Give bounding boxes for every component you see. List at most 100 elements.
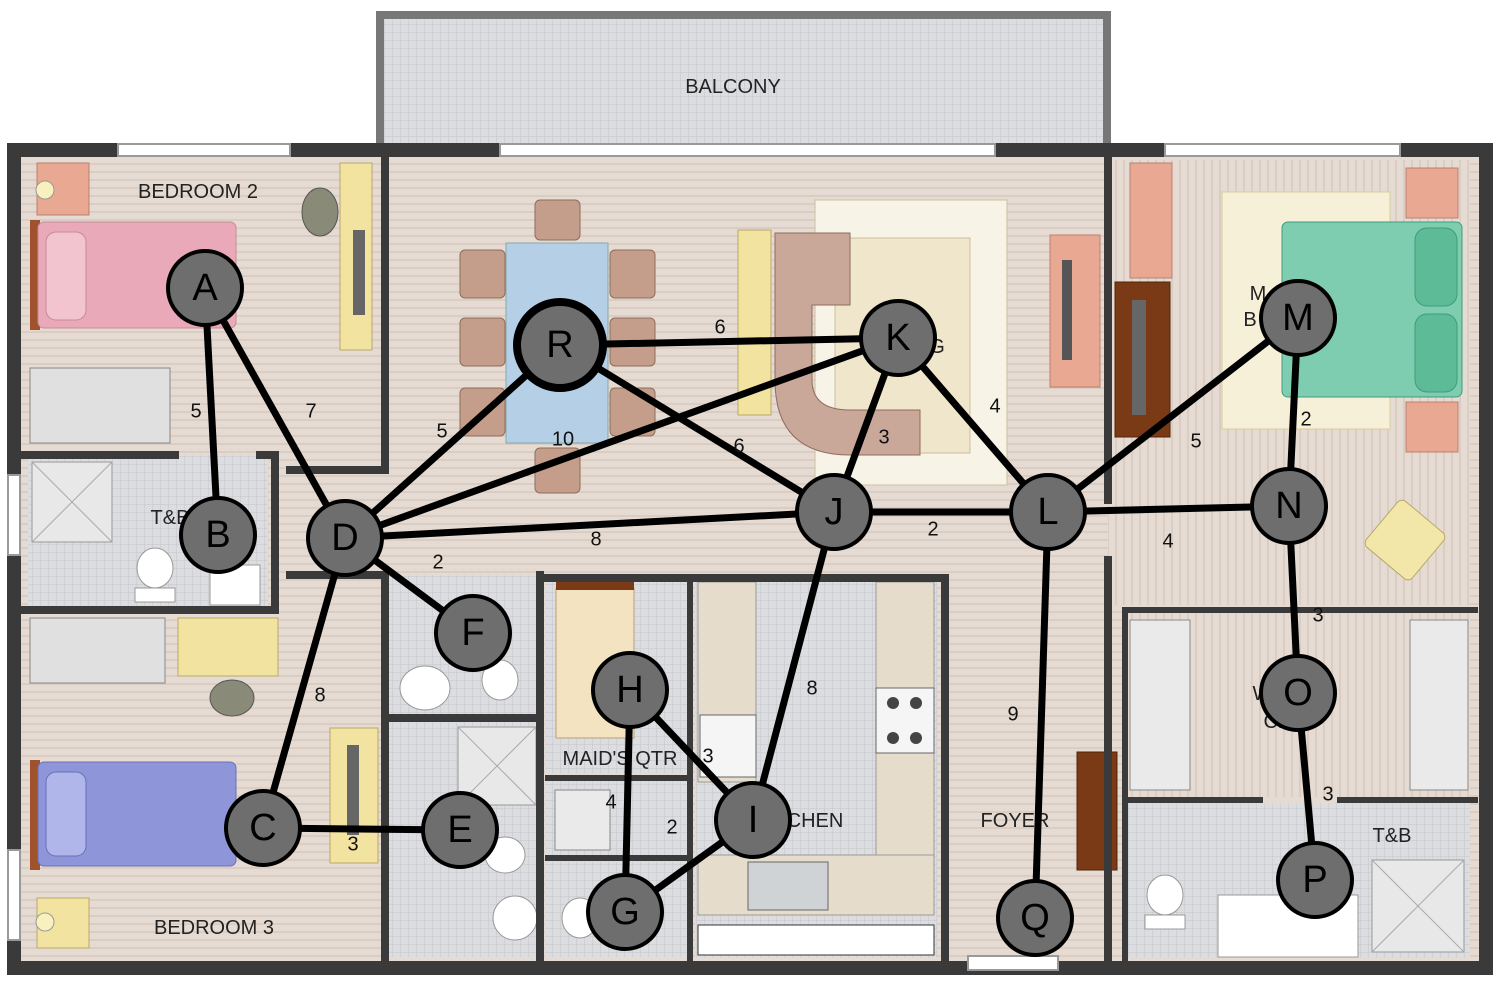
edge-D-C (259, 534, 349, 832)
edge-J-I (749, 508, 838, 824)
node-circle-R (513, 298, 607, 392)
node-L: L (1009, 473, 1087, 551)
edge-weight-R-K: 6 (714, 316, 725, 338)
armchair (1364, 499, 1446, 581)
master-label-partial-1: M (1250, 283, 1267, 305)
edge-weight-J-I: 8 (806, 677, 817, 699)
toilet (136, 547, 174, 589)
node-label-N: N (1275, 485, 1302, 527)
node-label-C: C (249, 807, 276, 849)
chair-b3 (209, 679, 255, 717)
node-label-K: K (885, 317, 910, 359)
node-circle-B (179, 496, 257, 574)
edge-R-K (556, 334, 902, 349)
edge-weight-D-R: 5 (436, 420, 447, 442)
node-circle-L (1009, 473, 1087, 551)
sink-maid (492, 895, 538, 941)
node-B: B (179, 496, 257, 574)
edge-D-R (341, 341, 564, 542)
node-label-P: P (1302, 859, 1327, 901)
nightstand-master-top (1405, 167, 1459, 219)
node-E: E (421, 791, 499, 869)
node-label-A: A (192, 267, 218, 309)
balcony-label: BALCONY (685, 76, 781, 98)
node-circle-N (1250, 467, 1328, 545)
node-circle-D (306, 499, 384, 577)
bed-headboard (30, 220, 40, 330)
node-label-D: D (331, 517, 358, 559)
kitchen-label: CHEN (787, 810, 844, 832)
toilet-tank (134, 587, 176, 603)
graph-nodes: A B C D E F G H I J K L M N O P Q R (166, 249, 1354, 957)
maid-closet (554, 789, 611, 851)
chair-bedroom2 (301, 187, 339, 237)
edge-weight-L-M: 5 (1190, 430, 1201, 452)
edge-weight-L-N: 4 (1162, 530, 1173, 552)
edge-A-B (201, 284, 222, 539)
edge-weight-J-L: 2 (927, 518, 938, 540)
node-circle-M (1259, 279, 1337, 357)
nightstand-master-bottom (1405, 401, 1459, 453)
node-label-G: G (610, 891, 640, 933)
edge-weight-K-J: 3 (878, 426, 889, 448)
node-label-H: H (616, 669, 643, 711)
pillow-b3 (45, 771, 87, 857)
windows (7, 143, 1401, 971)
laundry-strip (697, 924, 935, 956)
edge-weight-L-Q: 9 (1007, 703, 1018, 725)
maids-qtr-label: MAID'S QTR (563, 748, 678, 770)
edge-weight-K-L: 4 (989, 395, 1000, 417)
balcony-wall (376, 11, 1111, 149)
node-label-E: E (447, 809, 472, 851)
bedroom3-label: BEDROOM 3 (154, 917, 274, 939)
edge-weight-A-D: 7 (305, 400, 316, 422)
sofa (774, 232, 921, 456)
edge-weight-N-O: 3 (1312, 604, 1323, 626)
wardrobe-b3 (29, 617, 166, 684)
master-label-partial-2: B (1243, 309, 1256, 331)
pillow (45, 231, 87, 321)
edge-weight-D-K: 10 (552, 428, 574, 450)
node-label-O: O (1283, 672, 1313, 714)
kitchen-sink (747, 861, 829, 911)
node-label-R: R (546, 324, 573, 366)
node-circle-Q (996, 879, 1074, 957)
edge-L-Q (1031, 508, 1052, 922)
tv-b3 (347, 745, 359, 835)
node-R: R (513, 298, 607, 392)
closet-shelf-right (1409, 619, 1469, 791)
edge-weight-O-P: 3 (1322, 783, 1333, 805)
tb-left-label: T&B (151, 507, 190, 529)
edge-weight-C-E: 3 (347, 833, 358, 855)
node-label-L: L (1037, 491, 1058, 533)
node-C: C (224, 789, 302, 867)
node-G: G (586, 873, 664, 951)
bedroom2-label: BEDROOM 2 (138, 181, 258, 203)
edge-R-J (556, 341, 838, 516)
node-circle-K (859, 299, 937, 377)
edge-weight-A-B: 5 (190, 400, 201, 422)
node-I: I (714, 781, 792, 859)
node-A: A (166, 249, 244, 327)
edge-weight-M-N: 2 (1300, 408, 1311, 430)
foyer-label: FOYER (981, 810, 1050, 832)
desk-b3 (177, 617, 279, 677)
tv-bedroom2 (353, 230, 365, 315)
node-label-I: I (748, 799, 759, 841)
edge-weight-G-I: 2 (666, 816, 677, 838)
node-circle-H (591, 651, 669, 729)
node-F: F (434, 594, 512, 672)
graph-weights: 5 7 5 10 8 2 8 3 6 6 3 4 2 8 5 4 9 2 3 3 3 4 2 (190, 316, 1333, 855)
node-K: K (859, 299, 937, 377)
node-circle-C (224, 789, 302, 867)
tb-right-label: T&B (1373, 825, 1412, 847)
node-label-Q: Q (1020, 897, 1050, 939)
edge-weight-D-F: 2 (432, 551, 443, 573)
dresser (1129, 162, 1173, 279)
node-N: N (1250, 467, 1328, 545)
node-M: M (1259, 279, 1337, 357)
node-circle-E (421, 791, 499, 869)
edge-weight-D-C: 8 (314, 684, 325, 706)
